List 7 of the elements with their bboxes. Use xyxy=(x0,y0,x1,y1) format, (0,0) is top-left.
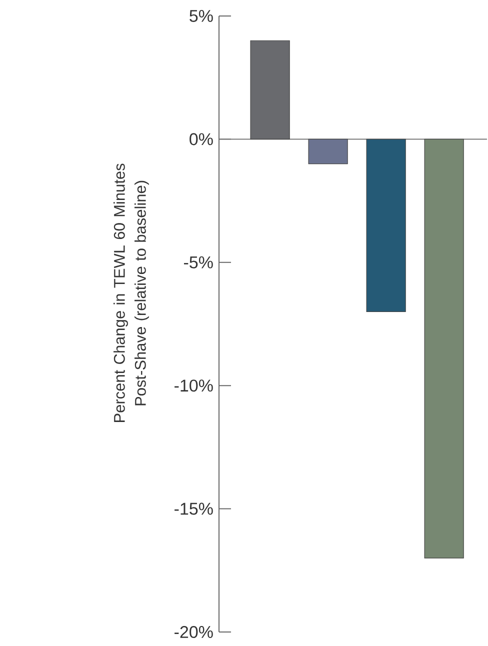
y-axis-title: Percent Change in TEWL 60 Minutes Post-Shave (relative to baseline) xyxy=(114,164,150,422)
y-tick-label: -10% xyxy=(174,380,214,392)
y-tick-label: -20% xyxy=(174,626,214,638)
y-tick-label: -5% xyxy=(184,256,214,268)
y-tick-label: 0% xyxy=(190,133,214,146)
y-tick-label: 5% xyxy=(190,10,214,22)
y-tick-label: -15% xyxy=(174,502,214,515)
